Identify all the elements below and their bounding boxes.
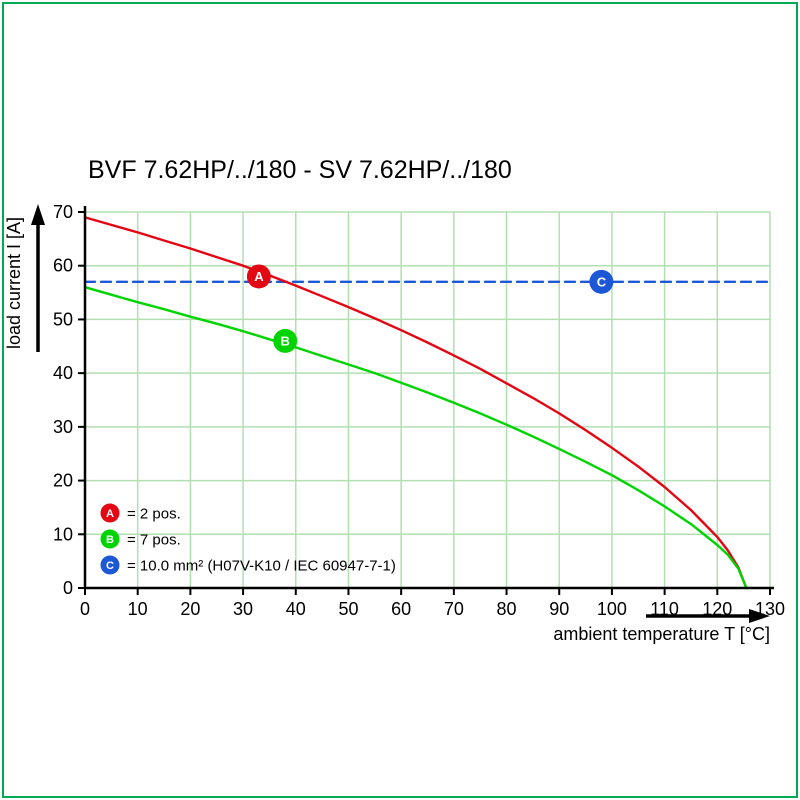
- y-tick-label-20: 20: [53, 471, 73, 491]
- series-B-curve: [83, 286, 748, 590]
- legend-text-A: = 2 pos.: [127, 506, 181, 523]
- x-tick-label-100: 100: [597, 599, 627, 619]
- legend-swatch-A: [100, 503, 120, 523]
- x-tick-label-110: 110: [650, 599, 679, 619]
- x-tick-label-10: 10: [128, 599, 148, 619]
- marker-A: [246, 264, 271, 289]
- series-A-curve: [83, 216, 748, 590]
- y-tick-label-30: 30: [53, 417, 73, 437]
- marker-C: [589, 269, 614, 294]
- y-tick-label-70: 70: [53, 202, 73, 222]
- y-tick-label-10: 10: [53, 524, 73, 544]
- legend-letter-A: A: [106, 508, 114, 520]
- x-tick-label-120: 120: [702, 599, 732, 619]
- x-tick-label-40: 40: [286, 599, 306, 619]
- x-tick-label-60: 60: [391, 599, 411, 619]
- legend-text-C: = 10.0 mm² (H07V-K10 / IEC 60947-7-1): [127, 558, 396, 575]
- x-tick-label-20: 20: [180, 599, 200, 619]
- x-axis-label: ambient temperature T [°C]: [553, 624, 770, 644]
- marker-C-letter: C: [597, 274, 607, 289]
- x-tick-label-0: 0: [80, 599, 90, 619]
- x-tick-label-70: 70: [444, 599, 464, 619]
- marker-B-letter: B: [281, 333, 290, 348]
- y-tick-label-60: 60: [53, 256, 73, 276]
- y-tick-label-0: 0: [63, 578, 73, 598]
- legend-letter-C: C: [106, 560, 114, 572]
- y-axis-label: load current I [A]: [4, 217, 24, 349]
- legend-letter-B: B: [106, 534, 114, 546]
- marker-A-letter: A: [254, 269, 264, 284]
- x-axis-arrowhead-icon: [749, 609, 770, 623]
- x-tick-label-30: 30: [233, 599, 253, 619]
- legend-swatch-C: [100, 555, 120, 575]
- x-tick-label-90: 90: [549, 599, 569, 619]
- x-tick-label-50: 50: [338, 599, 358, 619]
- chart-title: BVF 7.62HP/../180 - SV 7.62HP/../180: [88, 156, 512, 184]
- marker-B: [273, 328, 298, 353]
- legend-swatch-B: [100, 529, 120, 549]
- y-tick-label-50: 50: [53, 309, 73, 329]
- x-tick-label-80: 80: [497, 599, 517, 619]
- legend-text-B: = 7 pos.: [127, 532, 181, 549]
- y-axis-arrowhead-icon: [31, 204, 45, 225]
- y-tick-label-40: 40: [53, 363, 73, 383]
